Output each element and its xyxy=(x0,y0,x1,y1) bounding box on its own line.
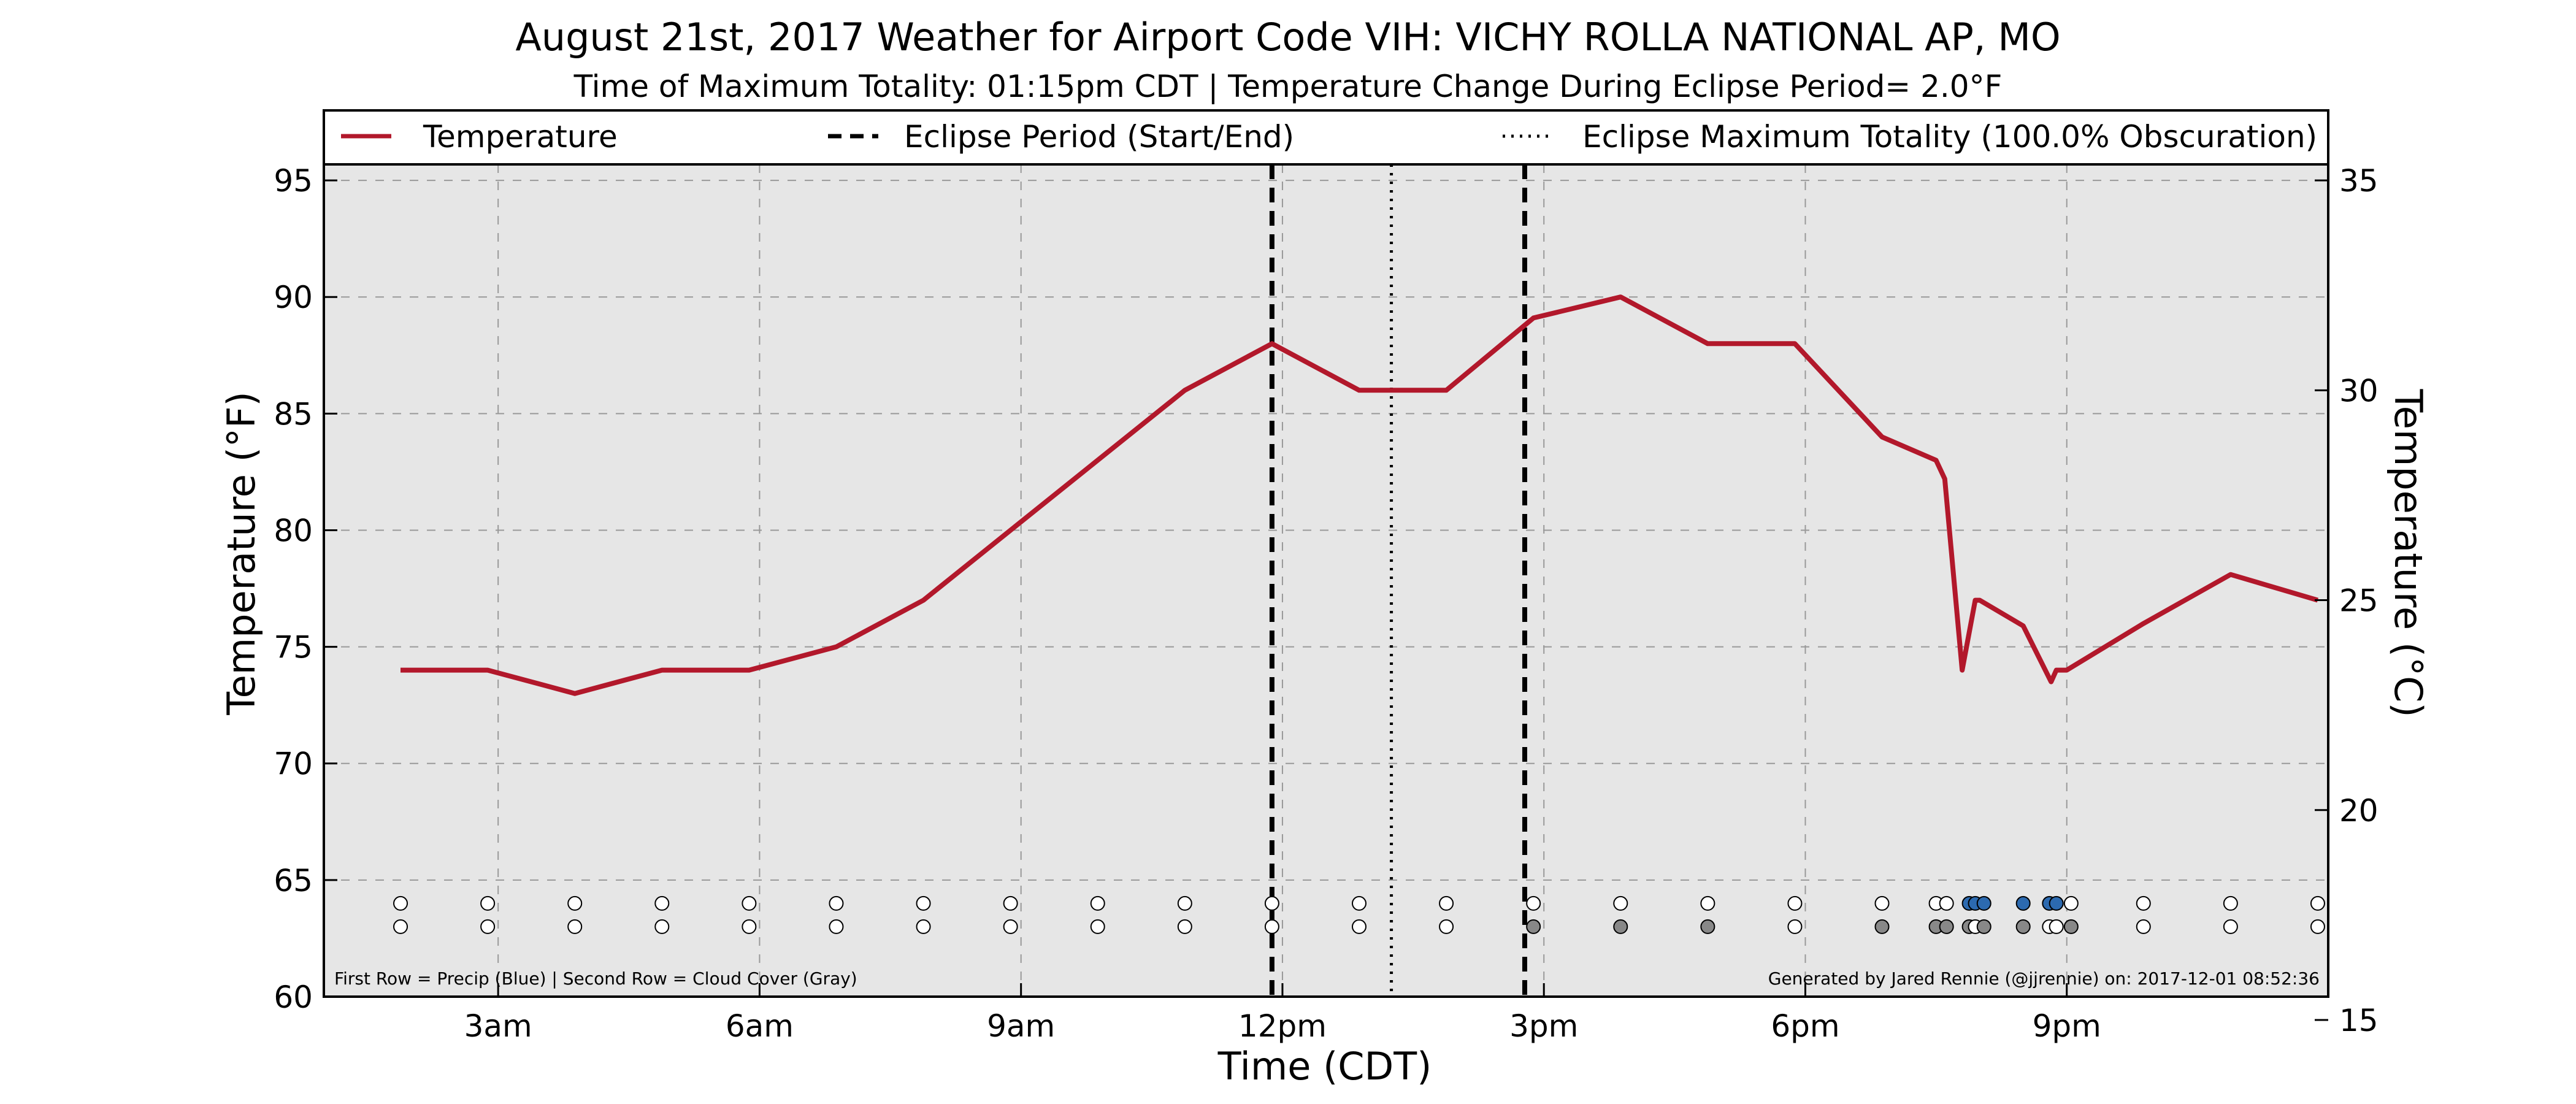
cloud-marker xyxy=(2310,919,2325,934)
precip-marker xyxy=(1439,895,1454,911)
precip-marker xyxy=(2015,895,2031,911)
cloud-marker xyxy=(2015,919,2031,934)
precip-marker xyxy=(1874,895,1890,911)
y-tick-label-right: 35 xyxy=(2339,163,2379,199)
footnote-left: First Row = Precip (Blue) | Second Row =… xyxy=(334,968,857,989)
legend-label-temperature: Temperature xyxy=(423,119,618,155)
y-tick-label-left: 65 xyxy=(274,863,313,899)
y-tick-label-left: 60 xyxy=(274,979,313,1015)
cloud-marker xyxy=(654,919,670,934)
x-tick-label: 6pm xyxy=(1771,1008,1839,1044)
precip-marker xyxy=(1939,895,1954,911)
cloud-marker xyxy=(1700,919,1715,934)
legend-box xyxy=(323,109,2329,166)
y-tick-label-right: 30 xyxy=(2339,373,2379,408)
cloud-marker xyxy=(480,919,496,934)
cloud-marker xyxy=(2223,919,2238,934)
legend-label-eclipse-max: Eclipse Maximum Totality (100.0% Obscura… xyxy=(1582,119,2317,155)
precip-marker xyxy=(1976,895,1991,911)
precip-marker xyxy=(829,895,844,911)
precip-marker xyxy=(480,895,496,911)
y-tick-label-right: 15 xyxy=(2339,1003,2379,1038)
cloud-marker xyxy=(1526,919,1541,934)
y-tick-label-left: 85 xyxy=(274,396,313,432)
precip-marker xyxy=(1090,895,1105,911)
precip-marker xyxy=(654,895,670,911)
x-tick-label: 9pm xyxy=(2033,1008,2101,1044)
cloud-marker xyxy=(1787,919,1803,934)
precip-marker xyxy=(1526,895,1541,911)
y-tick-label-left: 70 xyxy=(274,746,313,782)
cloud-marker xyxy=(2136,919,2151,934)
precip-marker xyxy=(2136,895,2151,911)
x-axis-label: Time (CDT) xyxy=(1217,1044,1432,1089)
precip-marker xyxy=(1351,895,1367,911)
cloud-marker xyxy=(916,919,931,934)
temperature-series xyxy=(401,294,2319,696)
x-tick-label: 6am xyxy=(726,1008,794,1044)
footnote-right: Generated by Jared Rennie (@jjrennie) on… xyxy=(1768,968,2320,989)
cloud-marker xyxy=(1177,919,1192,934)
chart-title: August 21st, 2017 Weather for Airport Co… xyxy=(515,15,2060,59)
y-tick-label-left: 95 xyxy=(274,163,313,199)
cloud-marker xyxy=(1439,919,1454,934)
precip-marker xyxy=(1613,895,1628,911)
plot-area-background xyxy=(324,110,2328,997)
plot-frame xyxy=(323,109,2329,998)
y-tick-label-right: 25 xyxy=(2339,583,2379,619)
y-tick-label-left: 75 xyxy=(274,630,313,665)
precip-marker xyxy=(2223,895,2238,911)
y-axis-label-left: Temperature (°F) xyxy=(219,391,264,715)
legend-label-eclipse-period: Eclipse Period (Start/End) xyxy=(904,119,1294,155)
x-tick-label: 3am xyxy=(464,1008,532,1044)
precip-marker xyxy=(742,895,757,911)
precip-marker xyxy=(1177,895,1192,911)
grid-lines xyxy=(324,164,2328,997)
y-axis-label-right: Temperature (°C) xyxy=(2386,388,2431,717)
precip-marker xyxy=(2049,895,2064,911)
cloud-marker xyxy=(1003,919,1018,934)
cloud-marker xyxy=(1264,919,1279,934)
cloud-marker xyxy=(567,919,583,934)
x-tick-label: 3pm xyxy=(1509,1008,1578,1044)
x-tick-label: 9am xyxy=(987,1008,1055,1044)
precip-marker xyxy=(1700,895,1715,911)
cloud-marker xyxy=(1939,919,1954,934)
indicator-rows xyxy=(393,895,2325,934)
cloud-marker xyxy=(2063,919,2079,934)
cloud-marker xyxy=(1613,919,1628,934)
y-tick-label-left: 80 xyxy=(274,513,313,548)
precip-marker xyxy=(916,895,931,911)
precip-marker xyxy=(2063,895,2079,911)
cloud-marker xyxy=(742,919,757,934)
cloud-marker xyxy=(393,919,408,934)
cloud-marker xyxy=(1351,919,1367,934)
chart-subtitle: Time of Maximum Totality: 01:15pm CDT | … xyxy=(573,69,2003,104)
precip-marker xyxy=(567,895,583,911)
eclipse-lines xyxy=(1269,164,1527,997)
temperature-line xyxy=(401,294,2319,696)
precip-marker xyxy=(1787,895,1803,911)
cloud-marker xyxy=(829,919,844,934)
precip-marker xyxy=(393,895,408,911)
cloud-marker xyxy=(1090,919,1105,934)
x-tick-label: 12pm xyxy=(1238,1008,1327,1044)
cloud-marker xyxy=(1976,919,1991,934)
y-tick-label-right: 20 xyxy=(2339,793,2379,829)
y-tick-label-left: 90 xyxy=(274,280,313,315)
axis-ticks: 60 65 70 75 80 85 90 95 15 20 25 30 35 3am 6am 9am 12pm 3… xyxy=(274,163,2378,1044)
cloud-marker xyxy=(1874,919,1890,934)
precip-marker xyxy=(1003,895,1018,911)
precip-marker xyxy=(1264,895,1279,911)
precip-marker xyxy=(2310,895,2325,911)
cloud-marker xyxy=(2049,919,2064,934)
